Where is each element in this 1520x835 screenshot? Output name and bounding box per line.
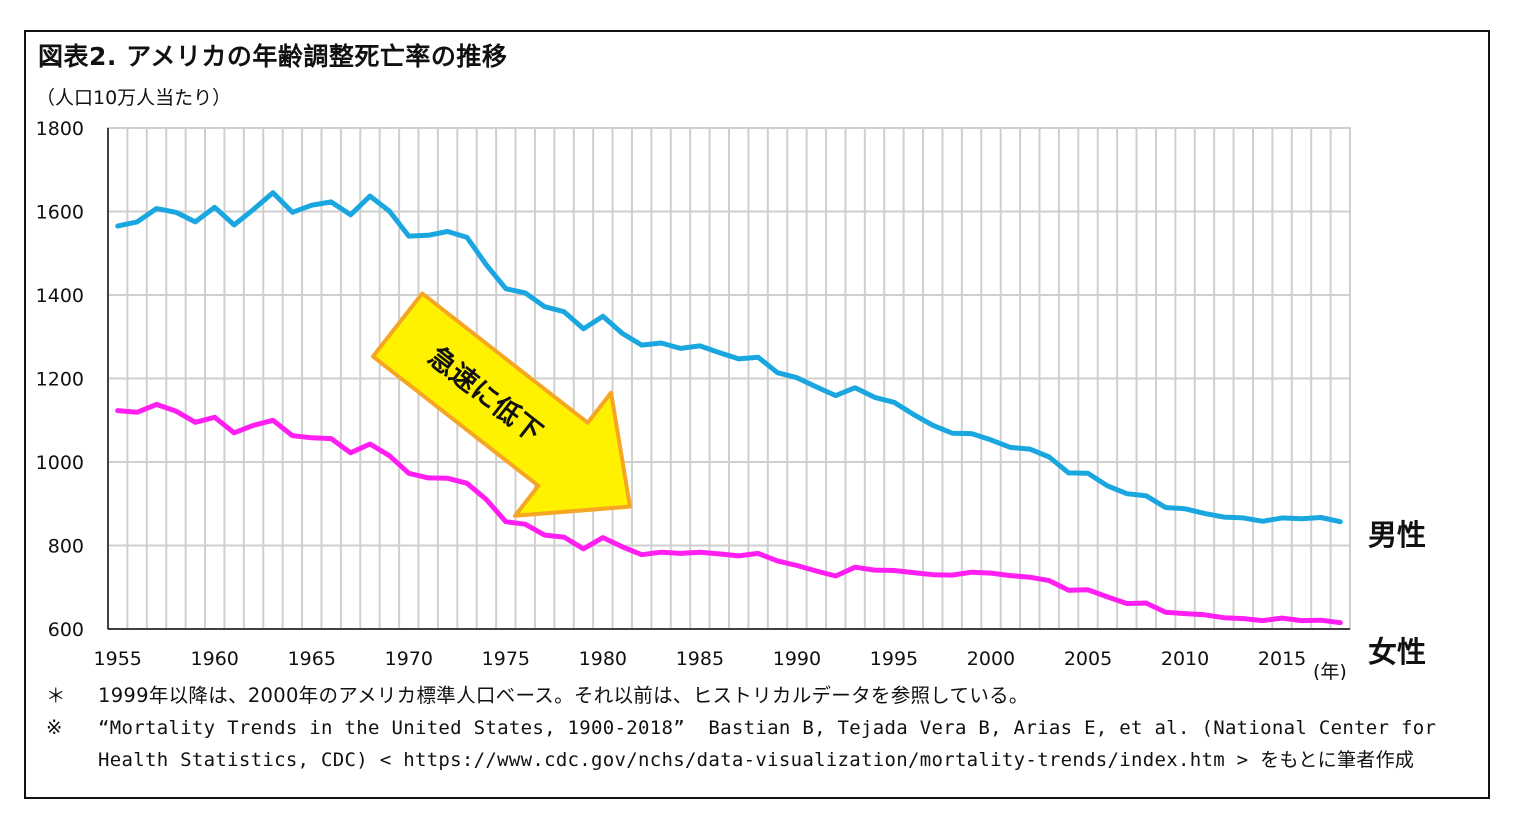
y-tick-labels: 600 800 1000 1200 1400 1600 1800 (36, 118, 84, 641)
x-tick-label: 1990 (773, 648, 821, 670)
y-unit-label: （人口10万人当たり） (36, 87, 232, 109)
x-tick-label: 1960 (191, 648, 239, 670)
y-tick-label: 1800 (36, 118, 84, 140)
series-label-female: 女性 (1368, 635, 1426, 669)
axes (107, 128, 1350, 630)
series-line-female (115, 401, 1343, 626)
x-tick-label: 1970 (385, 648, 433, 670)
y-tick-label: 1000 (36, 452, 84, 474)
y-tick-label: 600 (48, 619, 84, 641)
series-label-male: 男性 (1368, 518, 1426, 552)
x-tick-labels: 1955 1960 1965 1970 1975 1980 1985 1990 1995 2000… (94, 648, 1307, 670)
y-tick-label: 1400 (36, 285, 84, 307)
footnote-1-text: 1999年以降は、2000年のアメリカ標準人口ベース。それ以前は、ヒストリカルデ… (98, 684, 1029, 707)
x-tick-label: 1985 (676, 648, 724, 670)
x-tick-label: 1995 (870, 648, 918, 670)
footnote-2: ※ “Mortality Trends in the United States… (46, 712, 1466, 776)
footnotes: ＊ 1999年以降は、2000年のアメリカ標準人口ベース。それ以前は、ヒストリカ… (46, 680, 1466, 776)
y-tick-label: 1200 (36, 369, 84, 391)
x-unit-label: (年) (1313, 661, 1347, 680)
footnote-2-mark: ※ (46, 716, 63, 739)
footnote-1: ＊ 1999年以降は、2000年のアメリカ標準人口ベース。それ以前は、ヒストリカ… (46, 680, 1466, 712)
x-tick-label: 1980 (579, 648, 627, 670)
series-line-male (115, 190, 1343, 525)
series-lines (115, 190, 1343, 626)
y-tick-label: 1600 (36, 202, 84, 224)
chart-title: 図表2. アメリカの年齢調整死亡率の推移 (38, 42, 508, 71)
x-tick-label: 1955 (94, 648, 142, 670)
x-tick-label: 1965 (288, 648, 336, 670)
arrow-shape (370, 291, 633, 518)
y-tick-label: 800 (48, 536, 84, 558)
x-tick-label: 2005 (1064, 648, 1112, 670)
x-tick-label: 2000 (967, 648, 1015, 670)
x-tick-label: 2015 (1258, 648, 1306, 670)
x-tick-label: 1975 (482, 648, 530, 670)
footnote-1-mark: ＊ (46, 684, 66, 707)
x-tick-label: 2010 (1161, 648, 1209, 670)
footnote-2-text: “Mortality Trends in the United States, … (98, 717, 1448, 771)
figure-frame (24, 30, 1490, 799)
gridlines (107, 127, 1351, 630)
